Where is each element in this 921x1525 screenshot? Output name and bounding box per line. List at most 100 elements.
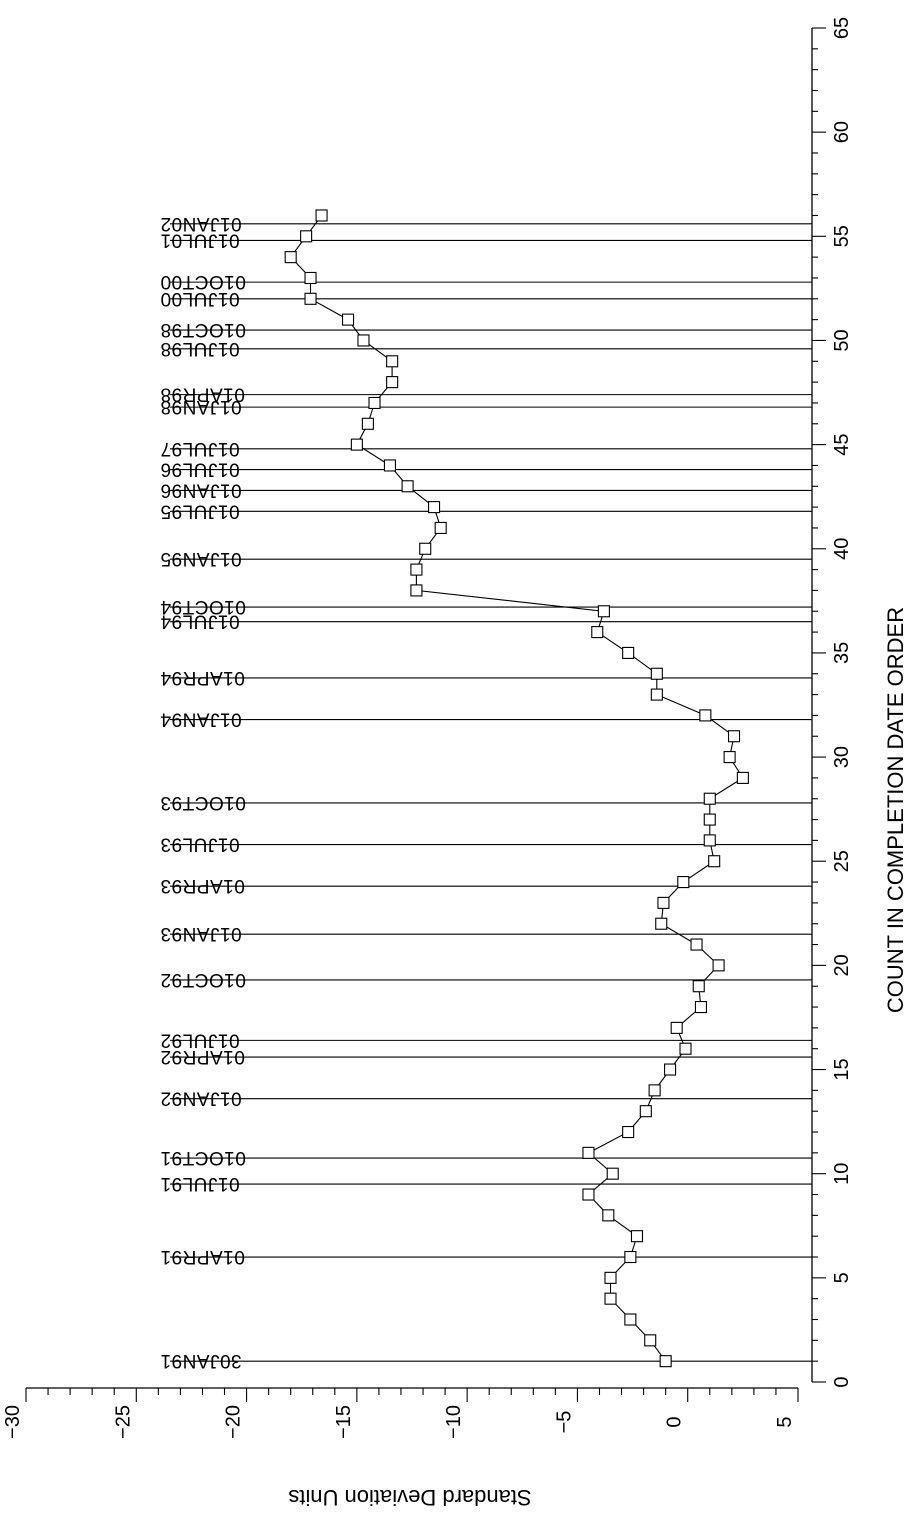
count-tick-label: 35 [831, 642, 853, 664]
data-point-marker [713, 960, 724, 971]
series-line [291, 216, 743, 1362]
date-reference-label: 01APR91 [160, 1246, 245, 1267]
date-reference-label: 01APR94 [160, 667, 245, 688]
date-reference-label: 01JUL93 [160, 834, 240, 855]
date-reference-label: 01APR93 [160, 875, 245, 896]
date-reference-label: 30JAN91 [160, 1350, 242, 1371]
sd-tick-label: −10 [443, 1405, 465, 1439]
date-reference-label: 01APR98 [160, 384, 245, 405]
data-point-marker [709, 856, 720, 867]
sd-tick-label: −30 [2, 1405, 24, 1439]
data-point-marker [724, 752, 735, 763]
date-reference-label: 01JAN92 [160, 1088, 242, 1109]
count-axis-title: COUNT IN COMPLETION DATE ORDER [883, 607, 908, 1013]
data-point-marker [384, 460, 395, 471]
data-point-marker [435, 522, 446, 533]
date-reference-label: 01JAN94 [160, 709, 242, 730]
data-point-marker [680, 1043, 691, 1054]
data-point-marker [631, 1231, 642, 1242]
data-point-marker [645, 1335, 656, 1346]
date-reference-label: 01OCT91 [160, 1147, 246, 1168]
data-point-marker [671, 1022, 682, 1033]
sd-axis-title: Standard Deviation Units [288, 1485, 531, 1510]
data-point-marker [640, 1106, 651, 1117]
data-point-marker [605, 1293, 616, 1304]
count-tick-label: 15 [831, 1058, 853, 1080]
reference-lines: 30JAN91 01APR91 01JUL91 01OCT91 01JAN92 01APR… [160, 213, 812, 1371]
count-tick-label: 50 [831, 329, 853, 351]
date-reference-label: 01JAN02 [160, 213, 242, 234]
date-reference-label: 01OCT92 [160, 969, 246, 990]
date-reference-label: 01JAN96 [160, 479, 242, 500]
data-point-marker [704, 793, 715, 804]
date-reference-label: 01JUL96 [160, 459, 240, 480]
data-point-marker [305, 272, 316, 283]
data-point-marker [316, 210, 327, 221]
date-reference-label: 01JUL91 [160, 1173, 240, 1194]
sd-axis-ticks: −30 −25 −20 −15 −10 −5 0 5 [2, 1388, 798, 1439]
count-tick-label: 65 [831, 17, 853, 39]
data-point-marker [704, 835, 715, 846]
sd-tick-label: −20 [223, 1405, 245, 1439]
sd-tick-label: 5 [774, 1416, 796, 1427]
data-point-marker [691, 939, 702, 950]
count-tick-label: 10 [831, 1163, 853, 1185]
data-point-marker [649, 1085, 660, 1096]
data-point-marker [285, 252, 296, 263]
date-reference-label: 01OCT98 [160, 319, 246, 340]
date-reference-label: 01JUL92 [160, 1029, 240, 1050]
sd-tick-label: −25 [112, 1405, 134, 1439]
count-tick-label: 60 [831, 121, 853, 143]
sd-tick-label: 0 [664, 1416, 686, 1427]
date-reference-label: 01JUL97 [160, 438, 240, 459]
data-point-marker [700, 710, 711, 721]
data-point-marker [387, 356, 398, 367]
series [291, 216, 743, 1362]
data-point-marker [358, 335, 369, 346]
data-point-marker [665, 1064, 676, 1075]
data-point-marker [411, 585, 422, 596]
data-point-marker [592, 627, 603, 638]
count-tick-label: 45 [831, 433, 853, 455]
data-point-marker [607, 1168, 618, 1179]
data-point-marker [603, 1210, 614, 1221]
data-point-marker [301, 231, 312, 242]
date-reference-label: 01OCT94 [160, 596, 246, 617]
date-reference-label: 01OCT93 [160, 792, 246, 813]
sd-tick-label: −15 [333, 1405, 355, 1439]
data-point-marker [605, 1272, 616, 1283]
data-point-marker [305, 293, 316, 304]
data-point-marker [362, 418, 373, 429]
count-tick-label: 25 [831, 850, 853, 872]
data-point-marker [656, 918, 667, 929]
count-tick-label: 55 [831, 225, 853, 247]
data-point-marker [343, 314, 354, 325]
data-point-marker [625, 1252, 636, 1263]
date-reference-label: 01JAN93 [160, 923, 242, 944]
data-point-marker [351, 439, 362, 450]
data-point-marker [623, 1127, 634, 1138]
data-point-marker [583, 1147, 594, 1158]
data-point-marker [729, 731, 740, 742]
data-point-marker [737, 772, 748, 783]
data-point-marker [429, 502, 440, 513]
date-reference-label: 01OCT00 [160, 271, 246, 292]
count-tick-label: 0 [831, 1376, 853, 1387]
count-axis-ticks: 0 5 10 15 20 25 30 35 40 45 50 55 60 65 [812, 17, 853, 1388]
data-point-marker [704, 814, 715, 825]
data-point-marker [625, 1314, 636, 1325]
data-point-marker [693, 981, 704, 992]
date-reference-label: 01JUL95 [160, 500, 240, 521]
data-point-marker [695, 1002, 706, 1013]
data-point-marker [623, 647, 634, 658]
date-reference-label: 01JAN95 [160, 548, 242, 569]
count-tick-label: 5 [831, 1272, 853, 1283]
data-point-marker [420, 543, 431, 554]
data-point-marker [411, 564, 422, 575]
data-point-marker [651, 668, 662, 679]
data-point-marker [598, 606, 609, 617]
count-tick-label: 30 [831, 746, 853, 768]
sd-tick-label: −5 [553, 1411, 575, 1434]
data-point-marker [402, 481, 413, 492]
